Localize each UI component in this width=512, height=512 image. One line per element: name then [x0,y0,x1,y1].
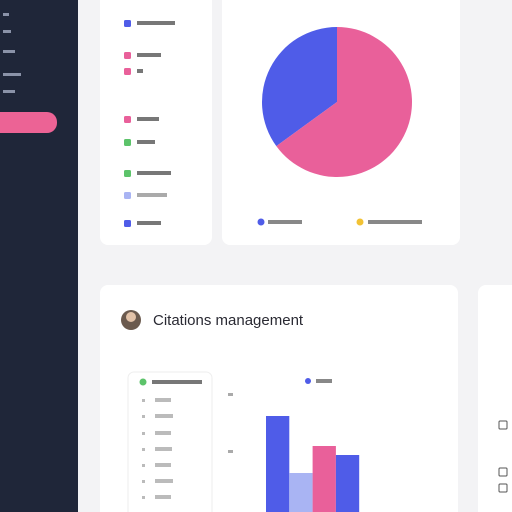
legend-text [137,69,143,73]
legend-text [137,117,159,121]
list-bullet [142,399,145,402]
pie-slice [262,27,337,147]
axis-label [228,393,233,396]
list-dot [139,378,147,386]
axis-label [228,450,233,453]
legend-swatch [124,220,131,227]
list-bullet [142,480,145,483]
sidebar [0,0,78,512]
legend-swatch [124,139,131,146]
sidebar-item[interactable] [3,90,15,93]
legend-swatch [124,20,131,27]
bar [266,416,290,512]
bar-chart [266,416,360,512]
list-bullet [142,464,145,467]
bar [335,455,360,512]
icon[interactable] [498,420,508,430]
legend-swatch [124,116,131,123]
legend-swatch [124,52,131,59]
list-text [155,447,172,451]
list-text [155,495,171,499]
sidebar-item[interactable] [3,30,11,33]
bar [289,473,313,512]
legend-swatch [124,68,131,75]
section-heading: Citations management [153,312,304,329]
sidebar-item[interactable] [3,50,15,53]
list-card [127,371,213,512]
sidebar-item[interactable] [3,13,9,16]
list-items [142,398,173,499]
side-card [478,285,512,512]
pie-legend-dot [257,218,265,226]
list-text [155,398,171,402]
bar [312,446,336,512]
legend-card [100,0,212,245]
sidebar-item[interactable] [3,73,21,76]
pie-chart [262,27,412,178]
list-bullet [142,496,145,499]
legend-text [137,21,175,25]
list-bullet [142,415,145,418]
pie-legend-text [368,220,422,224]
list-text [155,431,171,435]
avatar-face [126,312,136,322]
legend-text [137,171,171,175]
bar-legend-text [316,379,332,383]
sidebar-active[interactable] [0,112,57,133]
pie-legend-text [268,220,302,224]
list-text [155,479,173,483]
list-bullet [142,448,145,451]
pie-slice [276,27,412,178]
legend-text [137,140,155,144]
list-text [155,414,173,418]
list-text [155,463,171,467]
pie-legend-dot [356,218,364,226]
legend-swatch [124,170,131,177]
list-text [152,380,202,384]
legend-text [137,53,161,57]
list-bullet [142,432,145,435]
legend-swatch [124,192,131,199]
legend-text [137,221,161,225]
legend-list [124,20,175,227]
sidebar-items [3,13,21,93]
icon[interactable] [498,483,508,493]
bar-legend-dot [305,378,311,384]
icon[interactable] [498,467,508,477]
legend-text [137,193,167,197]
